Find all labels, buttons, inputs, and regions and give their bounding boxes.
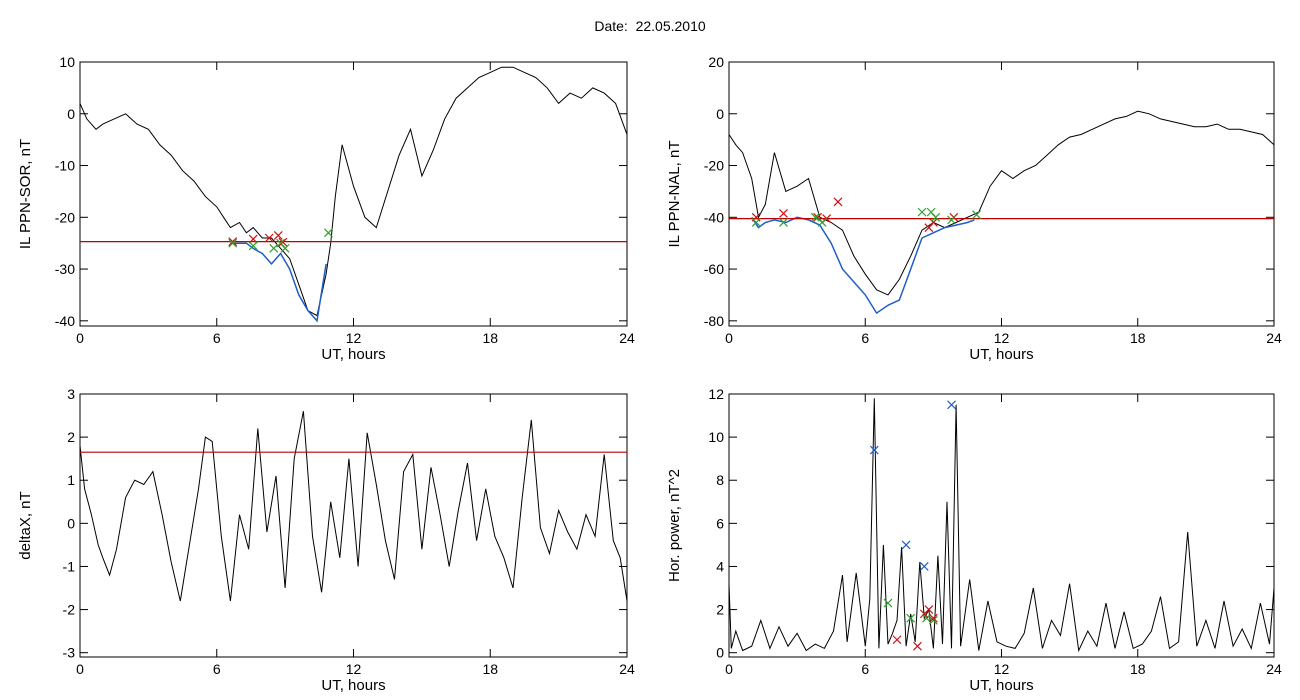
panel-top-right-marker-green — [779, 218, 788, 227]
panel-top-right-frame — [728, 61, 1275, 327]
panel-top-left-marker-green — [228, 238, 238, 248]
panel-bottom-left-ytick-label: -1 — [63, 558, 76, 574]
panel-top-right-xlabel: UT, hours — [969, 346, 1033, 363]
panel-bottom-left-ytick-label: -2 — [63, 602, 76, 618]
panel-bottom-left-series-black — [80, 411, 627, 602]
panel-top-left-xtick-label: 12 — [346, 330, 362, 346]
panel-top-left-xtick-label: 0 — [76, 330, 84, 346]
panel-top-right-ytick-label: 0 — [716, 106, 724, 122]
panel-top-left-xtick-label: 24 — [619, 330, 635, 346]
panel-top-right-marker-red — [833, 197, 843, 207]
panel-bottom-right-xtick-label: 24 — [1266, 661, 1282, 677]
panel-bottom-right-ytick-label: 10 — [708, 429, 724, 445]
panel-bottom-right-ytick-label: 0 — [716, 645, 724, 661]
panel-top-left-xtick-label: 6 — [213, 330, 221, 346]
panel-top-left-series-blue — [230, 242, 327, 323]
panel-bottom-left-xtick-label: 12 — [346, 661, 362, 677]
panel-bottom-right-ytick-label: 6 — [716, 515, 724, 531]
panel-bottom-right-marker-red — [913, 641, 922, 651]
panel-bottom-right-marker-green — [906, 613, 916, 623]
panel-bottom-right-xtick-label: 0 — [725, 661, 733, 677]
panel-top-left-ytick-label: -10 — [55, 158, 75, 174]
panel-bottom-right-marker-blue — [901, 540, 911, 550]
panel-top-right-ytick-label: -80 — [704, 313, 724, 329]
panel-bottom-right-marker-green — [922, 613, 931, 623]
panel-top-right-marker-green — [751, 218, 761, 227]
panel-bottom-right-ytick-label: 12 — [708, 386, 724, 402]
panel-top-left-ytick-label: -30 — [55, 261, 75, 277]
panel-bottom-right-xlabel: UT, hours — [969, 677, 1033, 694]
figure-title: Date: 22.05.2010 — [594, 18, 706, 34]
panel-top-right-xtick-label: 18 — [1130, 330, 1146, 346]
panel-top-right-ytick-label: -60 — [704, 261, 724, 277]
panel-top-left-marker-red — [248, 234, 258, 244]
panel-bottom-left-xlabel: UT, hours — [321, 677, 385, 694]
panel-top-left-ytick-label: 0 — [67, 106, 75, 122]
panel-bottom-right-marker-green — [883, 598, 893, 608]
panel-top-left-marker-green — [280, 243, 290, 253]
panel-top-right-marker-green — [972, 210, 981, 220]
panel-bottom-right-marker-blue — [947, 400, 956, 410]
panel-top-right-xtick-label: 12 — [994, 330, 1010, 346]
panel-top-right-marker-green — [817, 218, 827, 227]
panel-bottom-left-ytick-label: 3 — [67, 386, 75, 402]
panel-top-left-ytick-label: -20 — [55, 209, 75, 225]
panel-top-left-ytick-label: 10 — [59, 54, 75, 70]
panel-bottom-right-frame — [728, 393, 1275, 658]
panel-bottom-left-xtick-label: 24 — [619, 661, 635, 677]
panel-top-left-ylabel: IL PPN-SOR, nT — [17, 139, 34, 249]
panel-top-right-ytick-label: -40 — [704, 209, 724, 225]
panel-top-right-series-black — [729, 110, 1274, 296]
panel-top-right-marker-green — [931, 212, 941, 222]
panel-top-right-marker-red — [928, 218, 938, 227]
panel-top-right-xtick-label: 24 — [1266, 330, 1282, 346]
panel-bottom-left-xtick-label: 6 — [213, 661, 221, 677]
panel-top-left-marker-red — [278, 237, 288, 247]
panel-bottom-right-marker-red — [924, 605, 934, 614]
panel-bottom-left-ytick-label: 1 — [67, 472, 75, 488]
panel-top-right-ylabel: IL PPN-NAL, nT — [666, 141, 683, 248]
panel-top-left-marker-red — [228, 237, 238, 247]
panel-bottom-left-xtick-label: 18 — [482, 661, 498, 677]
panel-top-right-series-blue — [751, 216, 975, 315]
panel-bottom-left-ytick-label: 2 — [67, 429, 75, 445]
panel-bottom-right-marker-green — [928, 615, 938, 625]
panel-bottom-right-ylabel: Hor. power, nT^2 — [666, 469, 683, 582]
panel-top-left-marker-green — [324, 228, 333, 238]
panel-top-left-marker-green — [269, 243, 279, 253]
panel-top-left-marker-red — [273, 230, 283, 240]
panel-bottom-right-ytick-label: 4 — [716, 558, 724, 574]
panel-bottom-right-marker-red — [928, 613, 938, 623]
panel-top-left-marker-green — [248, 241, 258, 251]
panel-top-right-xtick-label: 0 — [725, 330, 733, 346]
panel-top-right-marker-red — [779, 208, 788, 218]
panel-top-right-marker-green — [810, 212, 820, 222]
panel-bottom-right-ytick-label: 8 — [716, 472, 724, 488]
panel-top-left-ytick-label: -40 — [55, 313, 75, 329]
panel-top-right-ytick-label: 20 — [708, 54, 724, 70]
panel-top-right-xtick-label: 6 — [861, 330, 869, 346]
panel-top-left-frame — [79, 61, 628, 327]
panel-bottom-left-xtick-label: 0 — [76, 661, 84, 677]
panel-bottom-right-series-black — [729, 398, 1274, 653]
panel-bottom-right-marker-red — [892, 635, 902, 645]
panel-bottom-right-xtick-label: 12 — [994, 661, 1010, 677]
panel-bottom-right-xtick-label: 6 — [861, 661, 869, 677]
panel-bottom-right-marker-blue — [869, 445, 879, 455]
panel-top-right-marker-green — [917, 207, 927, 217]
panel-top-left-series-black — [80, 66, 627, 317]
panel-bottom-left-ytick-label: 0 — [67, 515, 75, 531]
panel-top-right-ytick-label: -20 — [704, 158, 724, 174]
panel-top-left-xlabel: UT, hours — [321, 346, 385, 363]
panel-top-left-xtick-label: 18 — [482, 330, 498, 346]
panel-bottom-left-ytick-label: -3 — [63, 645, 76, 661]
panel-bottom-left-frame — [79, 393, 628, 658]
panel-bottom-right-marker-blue — [919, 562, 929, 571]
panel-bottom-left-ylabel: deltaX, nT — [17, 491, 34, 559]
panel-top-right-marker-green — [947, 215, 956, 225]
panel-bottom-right-ytick-label: 2 — [716, 602, 724, 618]
panel-top-left-marker-red — [264, 233, 274, 243]
panel-bottom-right-xtick-label: 18 — [1130, 661, 1146, 677]
